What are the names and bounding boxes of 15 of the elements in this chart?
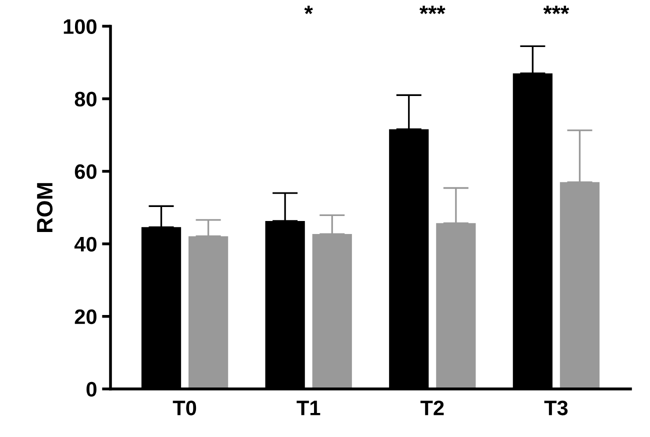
y-tick-label: 20 [74,309,96,324]
x-tick-label: T1 [296,400,320,416]
y-tick-label: 0 [86,382,96,397]
y-tick-label: 60 [74,164,96,180]
text: *** [419,6,446,14]
text: * [304,6,313,14]
y-axis-title: ROM [36,183,53,232]
x-tick-label: T3 [544,400,568,416]
y-tick-label: 100 [64,19,96,34]
bar [312,234,352,389]
y-tick-label: 40 [74,236,96,252]
text: *** [543,6,570,14]
x-tick-label: T2 [420,400,444,416]
x-tick-label: T0 [172,400,196,416]
y-tick-label: 80 [74,92,96,107]
